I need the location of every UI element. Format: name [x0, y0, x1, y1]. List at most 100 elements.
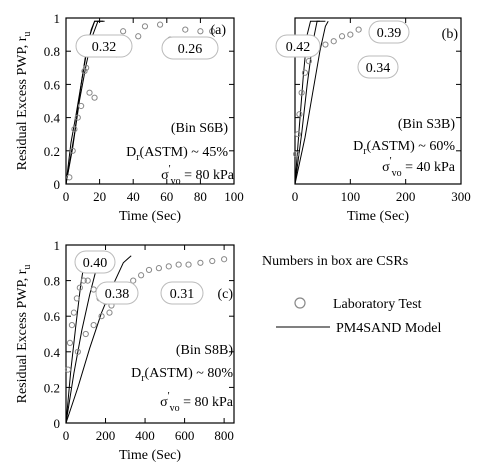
panel-2-x-tick-label: 300: [451, 189, 471, 204]
panel-2-x-tick-label: 0: [292, 189, 299, 204]
panel-2-lab-point: [293, 151, 300, 158]
panel-1-lab-point: [78, 102, 85, 110]
panel-3-lab-point: [209, 257, 216, 265]
panel-1-lab-point: [81, 68, 88, 75]
panel-3-y-tick-label: 0.6: [44, 309, 61, 324]
panel-3-lab-point: [98, 313, 105, 320]
panel-3-lab-point: [76, 284, 83, 291]
panel-3-dr-label: Dr(ASTM) ~ 80%: [131, 366, 233, 384]
panel-3-x-axis-label: Time (Sec): [119, 448, 181, 463]
panel-3-lab-point: [145, 266, 153, 274]
panel-3-x-tick-label: 200: [96, 428, 116, 443]
panel-3-csr-value: 0.31: [170, 287, 195, 302]
panel-2-lab-point: [330, 38, 337, 45]
panel-3-lab-point: [175, 261, 182, 268]
panel-2-x-tick-label: 200: [396, 189, 416, 204]
panel-3-lab-point: [138, 272, 145, 279]
panel-3-y-axis-label: Residual Excess PWP, ru: [15, 265, 33, 404]
panel-1-x-tick-label: 20: [93, 189, 106, 204]
panel-1-csr-value: 0.32: [92, 40, 117, 55]
panel-1-lab-point: [66, 174, 73, 181]
legend-note: Numbers in box are CSRs: [262, 254, 408, 269]
panel-3-csr-box: [160, 281, 204, 305]
panel-3-x-tick-label: 400: [135, 428, 155, 443]
panel-3-lab-point: [165, 263, 172, 270]
panel-3-y-tick-label: 0: [54, 416, 61, 431]
panel-1-csr-value: 0.26: [178, 42, 203, 57]
panel-1-x-axis-label: Time (Sec): [119, 209, 181, 224]
panel-1-lab-point: [71, 126, 78, 133]
panel-1-lab-point: [120, 28, 127, 35]
panel-2-x-axis-label: Time (Sec): [347, 209, 409, 224]
legend-marker-circle: [294, 297, 306, 309]
panel-1-lab-point: [209, 28, 216, 35]
panel-3-panel-label: (c): [217, 287, 233, 302]
panel-1-y-tick-label: 0.2: [44, 144, 60, 159]
panel-1-lab-point: [83, 64, 90, 71]
panel-3-x-tick-label: 0: [63, 428, 70, 443]
panel-2-lab-point: [298, 89, 305, 96]
panel-3-y-tick-label: 0.8: [44, 274, 60, 289]
panel-2-csr-box: [357, 55, 399, 79]
panel-2-lab-point: [347, 31, 354, 38]
panel-1-x-tick-label: 80: [194, 189, 207, 204]
panel-2-lab-point: [322, 41, 329, 48]
panel-2-lab-point: [355, 26, 362, 33]
panel-3-bin-label: (Bin S8B): [176, 343, 234, 358]
panel-1-y-tick-label: 0: [54, 177, 61, 192]
panel-3-lab-point: [221, 256, 228, 263]
panel-2-x-tick-label: 100: [341, 189, 361, 204]
panel-1-y-tick-label: 0.4: [44, 111, 61, 126]
panel-2-lab-point: [296, 111, 303, 118]
panel-1-lab-point: [182, 26, 189, 33]
panel-1-x-tick-label: 0: [63, 189, 70, 204]
panel-1-csr-box: [161, 36, 219, 60]
panel-2-csr-value: 0.42: [286, 40, 311, 55]
panel-3-csr-value: 0.40: [83, 256, 108, 271]
panel-3-lab-point: [64, 366, 72, 373]
panel-3-x-tick-label: 800: [214, 428, 234, 443]
panel-2-dr-label: Dr(ASTM) ~ 60%: [353, 139, 455, 157]
panel-1-lab-point: [74, 114, 81, 121]
panel-3-lab-point: [155, 265, 162, 272]
legend-label-model: PM4SAND Model: [336, 321, 442, 336]
panel-2-lab-point: [338, 33, 346, 40]
panel-2-csr-value: 0.39: [377, 26, 402, 41]
panel-2-csr-box: [275, 34, 321, 58]
panel-3-lab-point: [74, 348, 81, 355]
panel-1-lab-point: [156, 21, 164, 28]
panel-2-lab-point: [294, 131, 301, 138]
panel-2-csr-value: 0.34: [366, 61, 391, 76]
panel-1-x-tick-label: 40: [127, 189, 140, 204]
panel-1-lab-point: [141, 23, 149, 30]
panel-3-y-tick-label: 0.2: [44, 380, 60, 395]
legend-label-lab: Laboratory Test: [333, 297, 422, 312]
panel-1-lab-point: [86, 89, 93, 96]
panel-3-lab-point: [185, 261, 192, 268]
panel-2-bin-label: (Bin S3B): [398, 117, 456, 132]
panel-2-plot-frame: [294, 17, 462, 185]
panel-1-lab-point: [135, 33, 142, 40]
panel-3-lab-point: [66, 339, 74, 346]
panel-3-lab-point: [197, 259, 204, 266]
panel-1-y-tick-label: 0.8: [44, 44, 60, 59]
panel-1-model-line: [65, 20, 100, 185]
panel-3-y-tick-label: 1: [54, 238, 61, 253]
panel-1-panel-label: (a): [210, 23, 226, 38]
panel-3-lab-point: [130, 277, 137, 284]
panel-1-y-tick-label: 1: [54, 11, 61, 26]
panel-3-x-tick-label: 600: [175, 428, 195, 443]
panel-1-plot-frame: [65, 17, 235, 185]
panel-3-lab-point: [106, 309, 113, 316]
panel-3-lab-point: [90, 322, 97, 329]
panel-1-sigma-label: σ'vo = 80 kPa: [161, 163, 235, 187]
panel-1-x-tick-label: 60: [160, 189, 173, 204]
panel-3-lab-point: [82, 330, 89, 338]
panel-2-sigma-label: σ'vo = 40 kPa: [382, 155, 456, 179]
panel-3-csr-value: 0.38: [105, 287, 130, 302]
panel-2-panel-label: (b): [442, 27, 459, 42]
panel-3-lab-point: [84, 277, 91, 284]
panel-2-lab-point: [305, 58, 312, 65]
panel-1-y-axis-label: Residual Excess PWP, ru: [15, 32, 33, 171]
